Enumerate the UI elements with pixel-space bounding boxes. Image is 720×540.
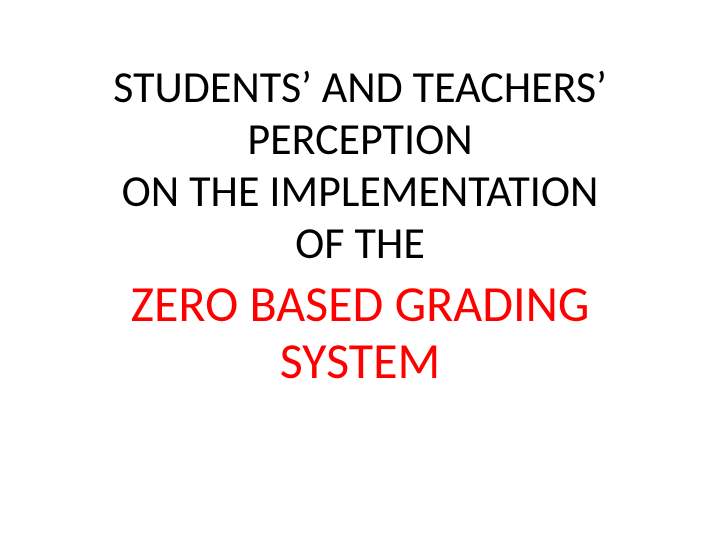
subtitle-line-2: SYSTEM: [131, 333, 590, 390]
title-line-1: STUDENTS’ AND TEACHERS’: [113, 62, 607, 114]
title-line-4: OF THE: [113, 218, 607, 270]
title-lower-block: ZERO BASED GRADING SYSTEM: [131, 276, 590, 390]
subtitle-line-1: ZERO BASED GRADING: [131, 276, 590, 333]
title-line-3: ON THE IMPLEMENTATION: [113, 166, 607, 218]
title-line-2: PERCEPTION: [113, 114, 607, 166]
title-upper-block: STUDENTS’ AND TEACHERS’ PERCEPTION ON TH…: [113, 62, 607, 270]
slide-title: STUDENTS’ AND TEACHERS’ PERCEPTION ON TH…: [0, 0, 720, 540]
